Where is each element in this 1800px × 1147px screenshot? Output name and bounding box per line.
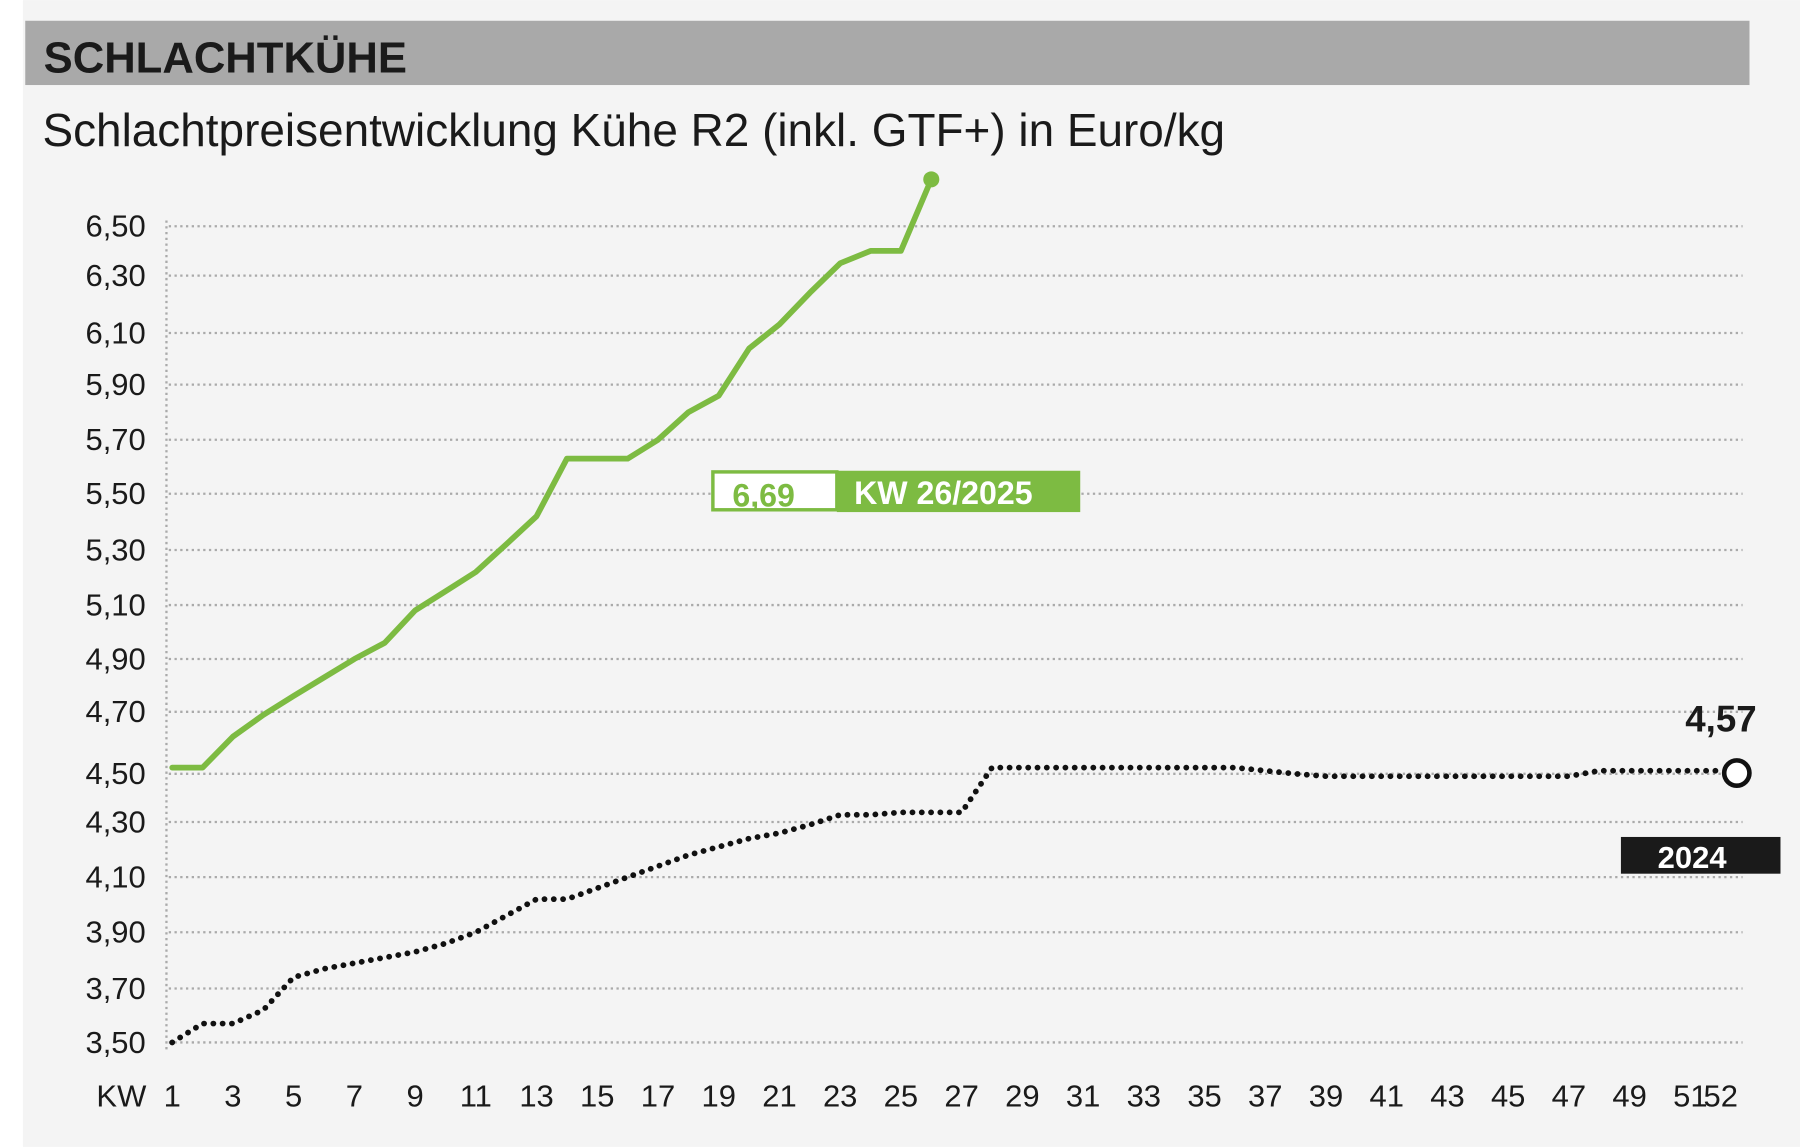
- section-header-bar: [25, 20, 1750, 86]
- y-tick-label: 6,30: [85, 258, 145, 293]
- y-tick-label: 5,10: [85, 587, 145, 622]
- x-tick-label: 49: [1612, 1079, 1646, 1114]
- current-week-box: [836, 470, 1081, 513]
- y-tick-label: 5,50: [85, 476, 145, 511]
- x-tick-label: 13: [519, 1079, 553, 1114]
- y-tick-label: 4,50: [85, 756, 145, 791]
- x-tick-label: 7: [346, 1079, 363, 1114]
- x-tick-label: 51: [1673, 1079, 1707, 1114]
- x-tick-label: 31: [1066, 1079, 1100, 1114]
- y-tick-label: 5,30: [85, 532, 145, 567]
- prev-year-label: 2024: [1658, 840, 1728, 875]
- x-tick-label: 15: [580, 1079, 614, 1114]
- y-tick-label: 5,90: [85, 367, 145, 402]
- section-header: SCHLACHTKÜHE: [44, 33, 407, 82]
- x-tick-label: 17: [641, 1079, 675, 1114]
- current-week-label: KW 26/2025: [854, 475, 1033, 511]
- y-tick-label: 4,70: [85, 694, 145, 729]
- x-tick-label: 11: [460, 1079, 492, 1114]
- x-tick-label: 45: [1491, 1079, 1525, 1114]
- current-value-label: 6,69: [732, 477, 795, 513]
- y-tick-label: 6,10: [85, 315, 145, 350]
- x-tick-label: 5: [285, 1079, 302, 1114]
- x-tick-label: 25: [884, 1079, 918, 1114]
- series-line-2025: [169, 176, 935, 771]
- y-tick-label: 4,10: [85, 859, 145, 894]
- x-tick-label: 19: [702, 1079, 736, 1114]
- chart-background: [22, 0, 1800, 1147]
- current-value-box: [711, 470, 839, 512]
- x-tick-label: 41: [1370, 1079, 1404, 1114]
- x-axis-label: KW: [96, 1079, 147, 1114]
- x-tick-label: 23: [823, 1079, 857, 1114]
- x-tick-label: 27: [944, 1079, 978, 1114]
- y-tick-label: 3,50: [85, 1025, 145, 1060]
- x-tick-label: 33: [1127, 1079, 1161, 1114]
- series-end-marker-2024: [1721, 758, 1752, 788]
- current-value-badge: 6,69 KW 26/2025: [711, 470, 1081, 513]
- y-tick-label: 5,70: [85, 422, 145, 457]
- series-line-2024: [169, 764, 1724, 1046]
- x-tick-label: 29: [1005, 1079, 1039, 1114]
- x-tick-label: 52: [1703, 1079, 1737, 1114]
- x-tick-label: 9: [406, 1079, 423, 1114]
- x-tick-label: 1: [164, 1079, 181, 1114]
- chart-title: Schlachtpreisentwicklung Kühe R2 (inkl. …: [42, 104, 1225, 156]
- series-end-marker-2025: [923, 171, 940, 188]
- x-tick-label: 35: [1187, 1079, 1221, 1114]
- prev-end-value-label: 4,57: [1685, 698, 1756, 739]
- y-tick-label: 4,90: [85, 641, 145, 676]
- y-tick-label: 3,90: [85, 915, 145, 950]
- x-tick-label: 37: [1248, 1079, 1282, 1114]
- y-tick-label: 6,50: [85, 209, 145, 244]
- prev-year-badge: [1620, 836, 1781, 874]
- y-tick-label: 3,70: [85, 971, 145, 1006]
- x-tick-label: 47: [1552, 1079, 1586, 1114]
- x-tick-label: 21: [762, 1079, 796, 1114]
- x-tick-label: 39: [1309, 1079, 1343, 1114]
- x-tick-label: 3: [224, 1079, 241, 1114]
- x-tick-label: 43: [1430, 1079, 1464, 1114]
- y-tick-label: 4,30: [85, 804, 145, 839]
